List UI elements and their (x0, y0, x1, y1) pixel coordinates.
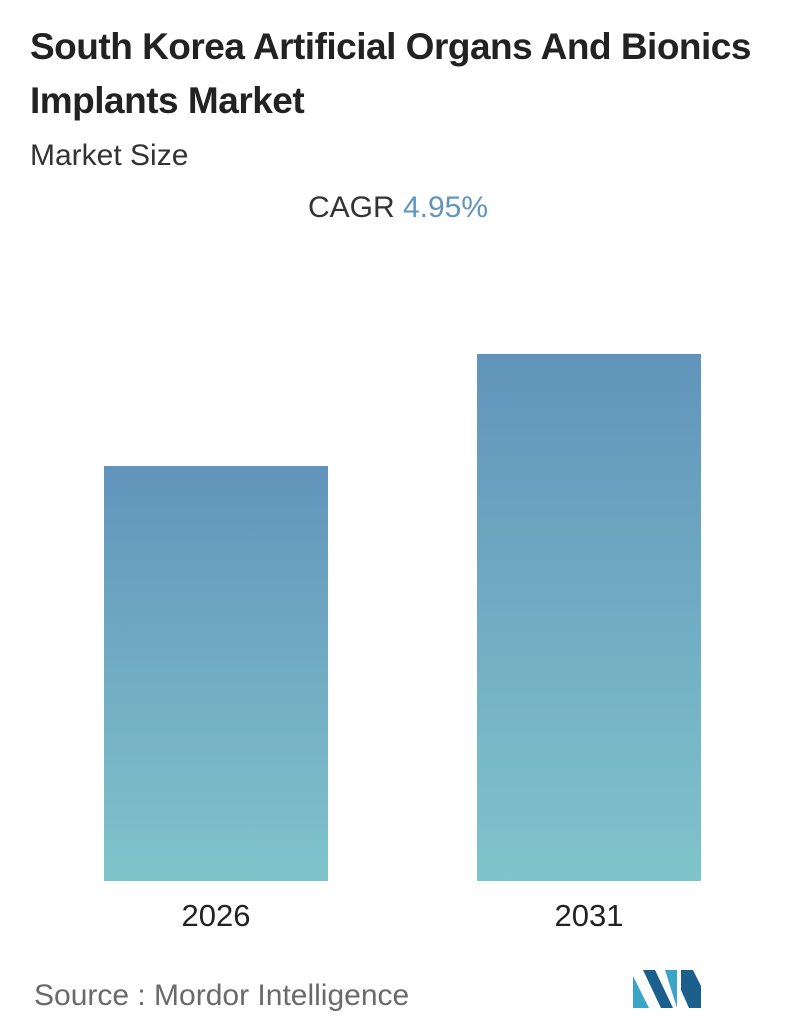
x-tick-label-2031: 2031 (555, 898, 624, 933)
x-axis-labels: 2026 2031 (182, 898, 624, 933)
bar-2026 (104, 466, 328, 881)
bars-group (104, 353, 701, 881)
cagr-indicator: CAGR 4.95% (0, 188, 796, 228)
bar-2031 (477, 353, 701, 881)
x-tick-label-2026: 2026 (182, 898, 251, 933)
source-attribution: Source : Mordor Intelligence (34, 979, 410, 1012)
cagr-label: CAGR (307, 191, 395, 224)
chart-subtitle: Market Size (30, 139, 189, 172)
mordor-intelligence-logo-icon (633, 970, 701, 1008)
cagr-value: 4.95% (402, 191, 489, 224)
page-title: South Korea Artificial Organs And Bionic… (30, 26, 751, 121)
